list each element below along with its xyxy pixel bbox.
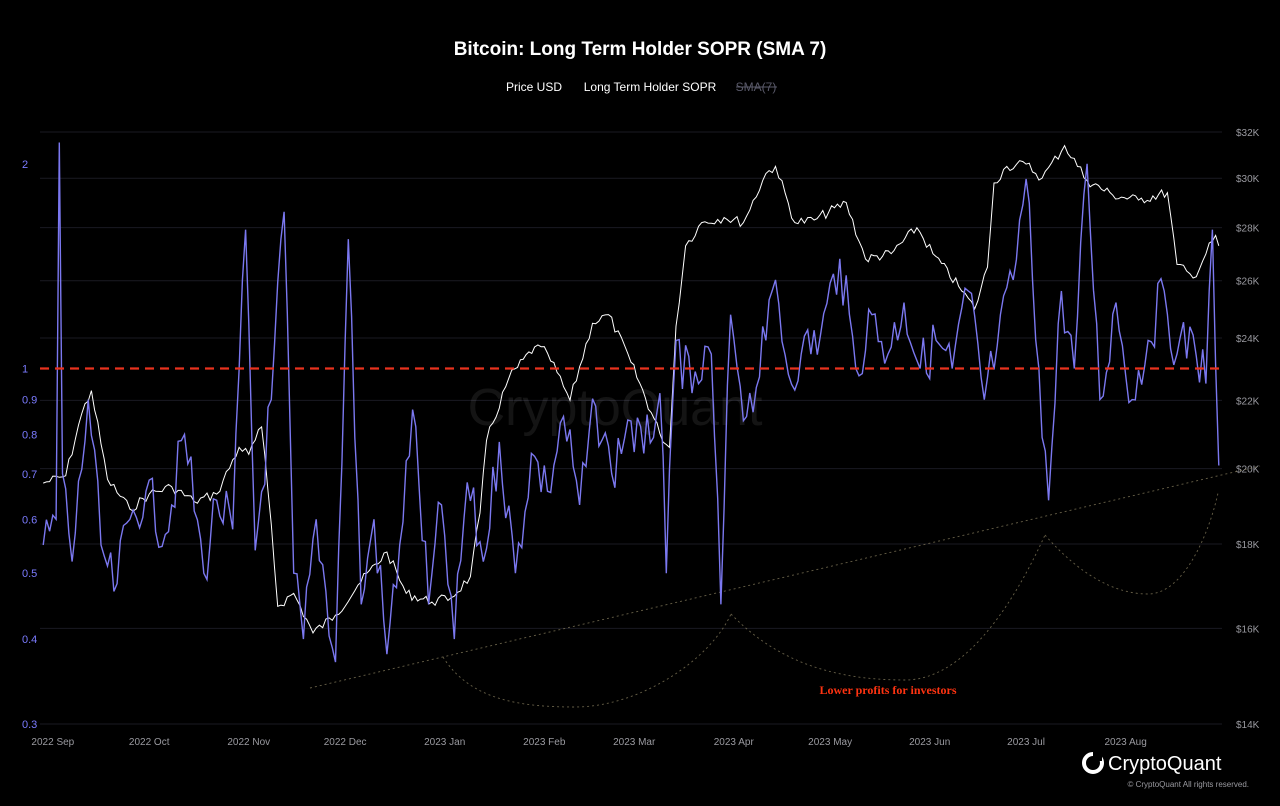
logo-notch [1093, 752, 1102, 761]
trend-arc-2 [730, 534, 1046, 681]
y-right-tick-label: $26K [1236, 277, 1260, 288]
y-axis-left: 2 1 0.9 0.8 0.7 0.6 0.5 0.4 0.3 [22, 159, 37, 731]
legend: Price USD Long Term Holder SOPR SMA(7) [506, 80, 777, 94]
x-tick-label: 2023 Jun [909, 737, 950, 748]
annotation-lower-profits: Lower profits for investors [820, 683, 957, 697]
watermark: CryptoQuant [468, 379, 763, 437]
y-left-tick-label: 2 [22, 159, 28, 171]
y-left-tick-label: 0.6 [22, 514, 37, 526]
y-axis-right: $32K $30K $28K $26K $24K $22K $20K $18K $16K $14K [1236, 128, 1260, 731]
y-right-tick-label: $20K [1236, 465, 1260, 476]
y-left-tick-label: 0.7 [22, 469, 37, 481]
x-tick-label: 2023 Mar [613, 737, 656, 748]
support-trendline [309, 465, 1261, 689]
y-left-tick-label: 0.3 [22, 719, 37, 731]
trend-arc-3 [1044, 492, 1219, 595]
price-usd-line [43, 144, 1220, 634]
y-left-tick-label: 0.5 [22, 568, 37, 580]
chart-title: Bitcoin: Long Term Holder SOPR (SMA 7) [454, 39, 827, 60]
y-left-tick-label: 0.8 [22, 429, 37, 441]
y-right-tick-label: $24K [1236, 334, 1260, 345]
y-right-tick-label: $16K [1236, 624, 1260, 635]
x-tick-label: 2023 Aug [1105, 737, 1147, 748]
brand-name: CryptoQuant [1108, 753, 1222, 775]
x-tick-label: 2022 Sep [31, 737, 74, 748]
legend-item-price-usd[interactable]: Price USD [506, 80, 562, 94]
trend-decoration [309, 465, 1261, 708]
x-tick-label: 2023 Jul [1007, 737, 1045, 748]
legend-item-lth-sopr[interactable]: Long Term Holder SOPR [584, 80, 717, 94]
copyright: © CryptoQuant All rights reserved. [1128, 780, 1250, 789]
y-right-tick-label: $14K [1236, 720, 1260, 731]
y-right-tick-label: $30K [1236, 174, 1260, 185]
x-tick-label: 2023 Feb [523, 737, 566, 748]
x-tick-label: 2023 May [808, 737, 852, 748]
brand-logo: CryptoQuant [1082, 752, 1222, 775]
x-axis: 2022 Sep 2022 Oct 2022 Nov 2022 Dec 2023 Jan… [31, 737, 1146, 748]
y-right-tick-label: $28K [1236, 224, 1260, 235]
x-tick-label: 2022 Oct [129, 737, 170, 748]
x-tick-label: 2022 Nov [227, 737, 270, 748]
y-right-tick-label: $18K [1236, 540, 1260, 551]
x-tick-label: 2023 Apr [714, 737, 755, 748]
x-tick-label: 2022 Dec [324, 737, 367, 748]
y-right-tick-label: $32K [1236, 128, 1260, 139]
y-right-tick-label: $22K [1236, 396, 1260, 407]
y-left-tick-label: 0.4 [22, 634, 37, 646]
y-left-tick-label: 0.9 [22, 395, 37, 407]
y-left-tick-label: 1 [22, 364, 28, 376]
x-tick-label: 2023 Jan [424, 737, 465, 748]
lth-sopr-line [42, 142, 1220, 663]
